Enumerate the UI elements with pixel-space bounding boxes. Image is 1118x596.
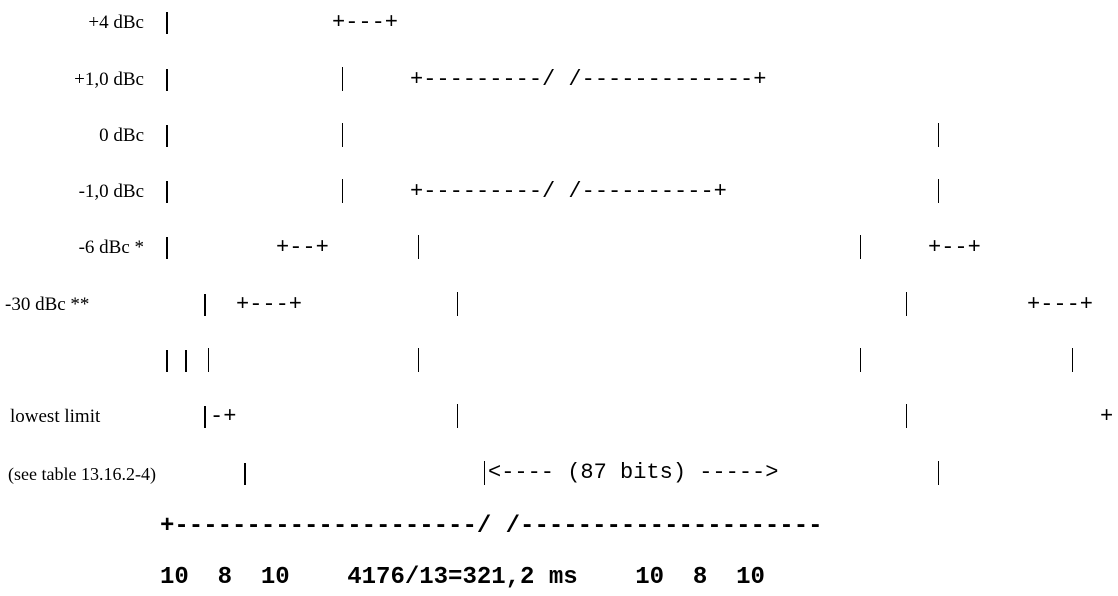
level-label-minus6: -6 dBc * [78,237,144,258]
mask-edge-row7-a [208,348,209,372]
axis-bar-minus6 [166,237,168,259]
axis-bar-plus4 [166,12,168,34]
timeline-line: +---------------------/ /---------------… [160,513,823,540]
mask-edge-plus1-left [342,67,343,91]
axis-bar-0 [166,125,168,147]
mask-segment-minus1: +---------/ /----------+ [410,179,727,204]
level-label-plus4: +4 dBc [88,12,144,33]
mask-edge-minus30-inner-right [906,292,907,316]
mask-edge-minus6-inner-right [860,235,861,259]
timeline-durations: 10 8 10 4176/13=321,2 ms 10 8 10 [160,564,765,591]
level-label-minus30: -30 dBc ** [5,294,90,315]
mask-segment-minus6-left: +--+ [276,235,329,260]
mask-edge-minus1-right [938,179,939,203]
axis-bar-minus30 [204,294,206,316]
level-label-0: 0 dBc [99,125,144,146]
mask-segment-minus6-right: +--+ [928,235,981,260]
bits-span-left-edge [484,461,485,485]
level-label-lowest: lowest limit [10,406,101,427]
mask-edge-row7-d [1072,348,1073,372]
mask-segment-lowest-right: + [1100,404,1114,429]
mask-edge-lowest-inner-left [457,404,458,428]
mask-edge-minus30-inner-left [457,292,458,316]
axis-bar-row7 [166,350,168,372]
axis-bar-minus1 [166,181,168,203]
mask-segment-minus30-left: +---+ [236,292,303,317]
mask-edge-0-right [938,123,939,147]
axis-bar-plus1 [166,69,168,91]
bits-span-label: <---- (87 bits) -----> [488,460,779,485]
mask-edge-minus1-left [342,179,343,203]
bits-span-right-edge [938,461,939,485]
mask-edge-minus6-inner-left [418,235,419,259]
mask-segment-plus4: +---+ [332,10,399,35]
mask-edge-0-left [342,123,343,147]
table-reference-label: (see table 13.16.2-4) [8,464,156,484]
axis-bar-row7b [185,350,187,372]
level-label-minus1: -1,0 dBc [78,181,144,202]
mask-segment-minus30-right: +---+ [1027,292,1094,317]
level-label-plus1: +1,0 dBc [74,69,144,90]
axis-bar-lowest [204,406,206,428]
axis-bar-see-table [244,463,246,485]
mask-segment-lowest-left: -+ [210,404,237,429]
mask-edge-row7-c [860,348,861,372]
mask-segment-plus1: +---------/ /-------------+ [410,67,767,92]
mask-edge-lowest-inner-right [906,404,907,428]
mask-edge-row7-b [418,348,419,372]
